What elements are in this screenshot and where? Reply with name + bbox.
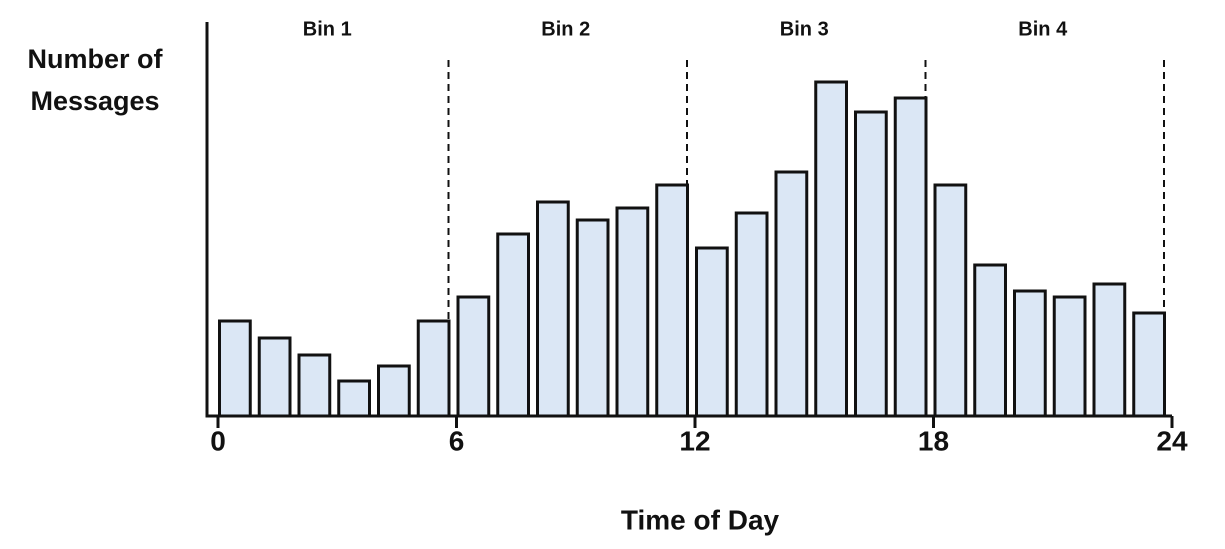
bar xyxy=(893,96,928,418)
region-label: Bin 2 xyxy=(541,18,590,40)
bar xyxy=(496,232,530,418)
region-label: Bin 4 xyxy=(1018,18,1068,40)
bar xyxy=(1013,289,1047,418)
bar xyxy=(615,206,650,418)
x-tick-label: 6 xyxy=(449,425,465,456)
bar xyxy=(774,170,809,418)
bar xyxy=(337,379,371,418)
bar xyxy=(1052,295,1087,418)
region-label: Bin 3 xyxy=(780,18,829,40)
bar xyxy=(973,263,1007,418)
region-label: Bin 1 xyxy=(303,18,352,40)
bar xyxy=(575,218,610,418)
x-tick-label: 18 xyxy=(918,425,949,456)
bar xyxy=(695,246,729,418)
bar xyxy=(536,200,570,418)
x-axis-label: Time of Day xyxy=(621,504,780,535)
bar xyxy=(933,183,968,418)
x-tick-label: 12 xyxy=(679,425,710,456)
bar xyxy=(1092,282,1127,418)
bar xyxy=(1132,311,1166,418)
bar xyxy=(734,211,769,418)
bar xyxy=(297,353,332,418)
x-tick-label: 24 xyxy=(1156,425,1188,456)
bar xyxy=(854,110,888,418)
bar xyxy=(814,80,848,418)
bar xyxy=(218,319,252,418)
x-tick-label: 0 xyxy=(210,425,226,456)
bar xyxy=(377,364,411,418)
bar xyxy=(655,183,689,418)
bar xyxy=(456,295,491,418)
bar xyxy=(257,336,292,418)
y-axis-label: Number of Messages xyxy=(27,44,163,116)
bar xyxy=(416,319,451,418)
